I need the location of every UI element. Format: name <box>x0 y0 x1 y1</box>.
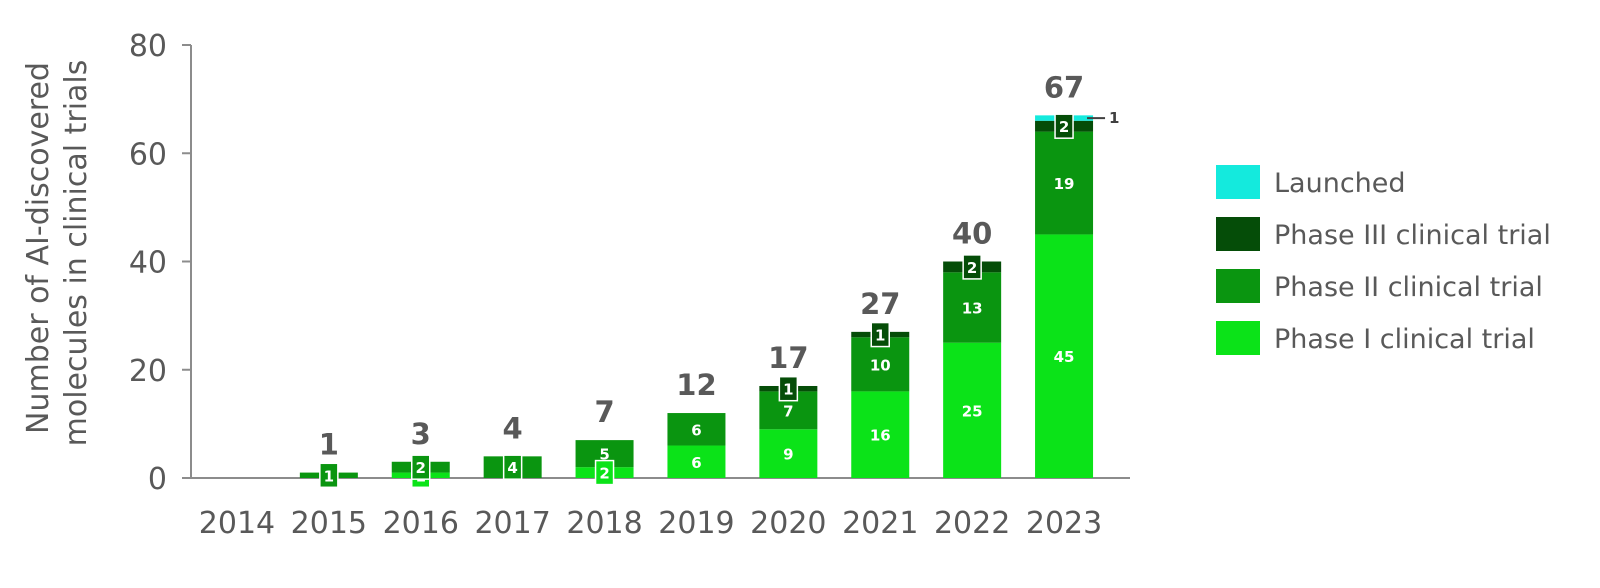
segment-label: 9 <box>783 446 793 464</box>
y-axis-title-line-2: molecules in clinical trials <box>59 60 94 447</box>
segment-label: 1 <box>1109 109 1119 127</box>
legend-swatch <box>1216 165 1260 199</box>
x-tick-label: 2022 <box>934 506 1010 541</box>
segment-label: 25 <box>962 402 983 420</box>
x-axis: 2014 2015 2016 2017 2018 2019 2020 2021 2022 2023 <box>191 477 1130 541</box>
segment-label-box <box>778 375 799 402</box>
total-label: 1 <box>319 428 339 462</box>
legend-swatch <box>1216 321 1260 355</box>
segment-label: 7 <box>783 402 793 420</box>
segment-label: 6 <box>691 454 701 472</box>
x-tick-label: 2017 <box>474 506 550 541</box>
x-tick-label: 2016 <box>383 506 459 541</box>
x-tick-label: 2023 <box>1026 506 1102 541</box>
segment-label: 1 <box>875 327 885 345</box>
total-label: 4 <box>503 411 523 445</box>
bar-segment <box>1035 131 1094 235</box>
segment-label: 13 <box>962 300 983 318</box>
total-label: 67 <box>1044 70 1084 104</box>
segment-label-box <box>594 459 615 486</box>
total-label: 27 <box>860 287 900 321</box>
segment-label-box <box>411 454 431 480</box>
bar-segment <box>1035 234 1094 478</box>
segment-label: 16 <box>870 427 891 445</box>
x-tick-label: 2019 <box>658 506 734 541</box>
y-tick-label: 40 <box>129 246 167 281</box>
legend-label: Phase III clinical trial <box>1274 220 1551 251</box>
segment-label: 1 <box>783 381 793 399</box>
bar-segment <box>851 391 910 478</box>
segment-label: 19 <box>1054 175 1075 193</box>
legend: Launched Phase III clinical trial Phase II… <box>1216 165 1551 355</box>
segment-label: 4 <box>507 459 517 477</box>
legend-label: Phase II clinical trial <box>1274 272 1543 303</box>
y-tick-label: 60 <box>129 137 167 172</box>
x-tick-label: 2015 <box>291 506 367 541</box>
x-tick-label: 2020 <box>750 506 826 541</box>
y-tick-label: 0 <box>148 462 167 497</box>
segment-label: 1 <box>324 467 334 485</box>
bar-segment <box>759 429 818 478</box>
x-tick-label: 2018 <box>566 506 642 541</box>
y-axis: 0 20 40 60 80 <box>129 29 192 497</box>
segment-label-box <box>870 321 890 348</box>
segment-label: 2 <box>1059 118 1069 136</box>
total-label: 17 <box>768 341 808 375</box>
segment-label: 2 <box>967 259 977 277</box>
segment-label: 6 <box>691 421 701 439</box>
segment-label-box <box>962 254 982 280</box>
y-axis-title-line-1: Number of AI-discovered <box>21 62 56 434</box>
bar-segment <box>667 413 726 446</box>
segment-label-box <box>1054 113 1074 139</box>
segment-label-box <box>502 454 523 480</box>
segment-label: 5 <box>599 446 609 464</box>
legend-swatch <box>1216 269 1260 303</box>
segment-label-box <box>319 462 339 489</box>
total-label: 40 <box>952 217 992 251</box>
bar-segment <box>943 342 1002 478</box>
segment-label: 45 <box>1054 348 1075 366</box>
x-tick-label: 2014 <box>199 506 275 541</box>
segment-label: 2 <box>416 459 426 477</box>
y-tick-label: 80 <box>129 29 167 64</box>
legend-label: Launched <box>1274 168 1406 199</box>
segment-label: 10 <box>870 356 891 374</box>
total-label: 12 <box>676 368 716 402</box>
segment-label: 2 <box>599 465 609 483</box>
bar-segment <box>667 445 726 478</box>
total-label: 7 <box>594 395 614 429</box>
total-label: 3 <box>411 417 431 451</box>
legend-label: Phase I clinical trial <box>1274 324 1535 355</box>
bar-segment <box>943 272 1002 343</box>
y-axis-title: Number of AI-discovered molecules in cli… <box>21 60 94 447</box>
y-tick-label: 20 <box>129 354 167 389</box>
x-tick-label: 2021 <box>842 506 918 541</box>
legend-swatch <box>1216 217 1260 251</box>
segment-labels: 112425669711610125132451921 <box>319 109 1119 489</box>
